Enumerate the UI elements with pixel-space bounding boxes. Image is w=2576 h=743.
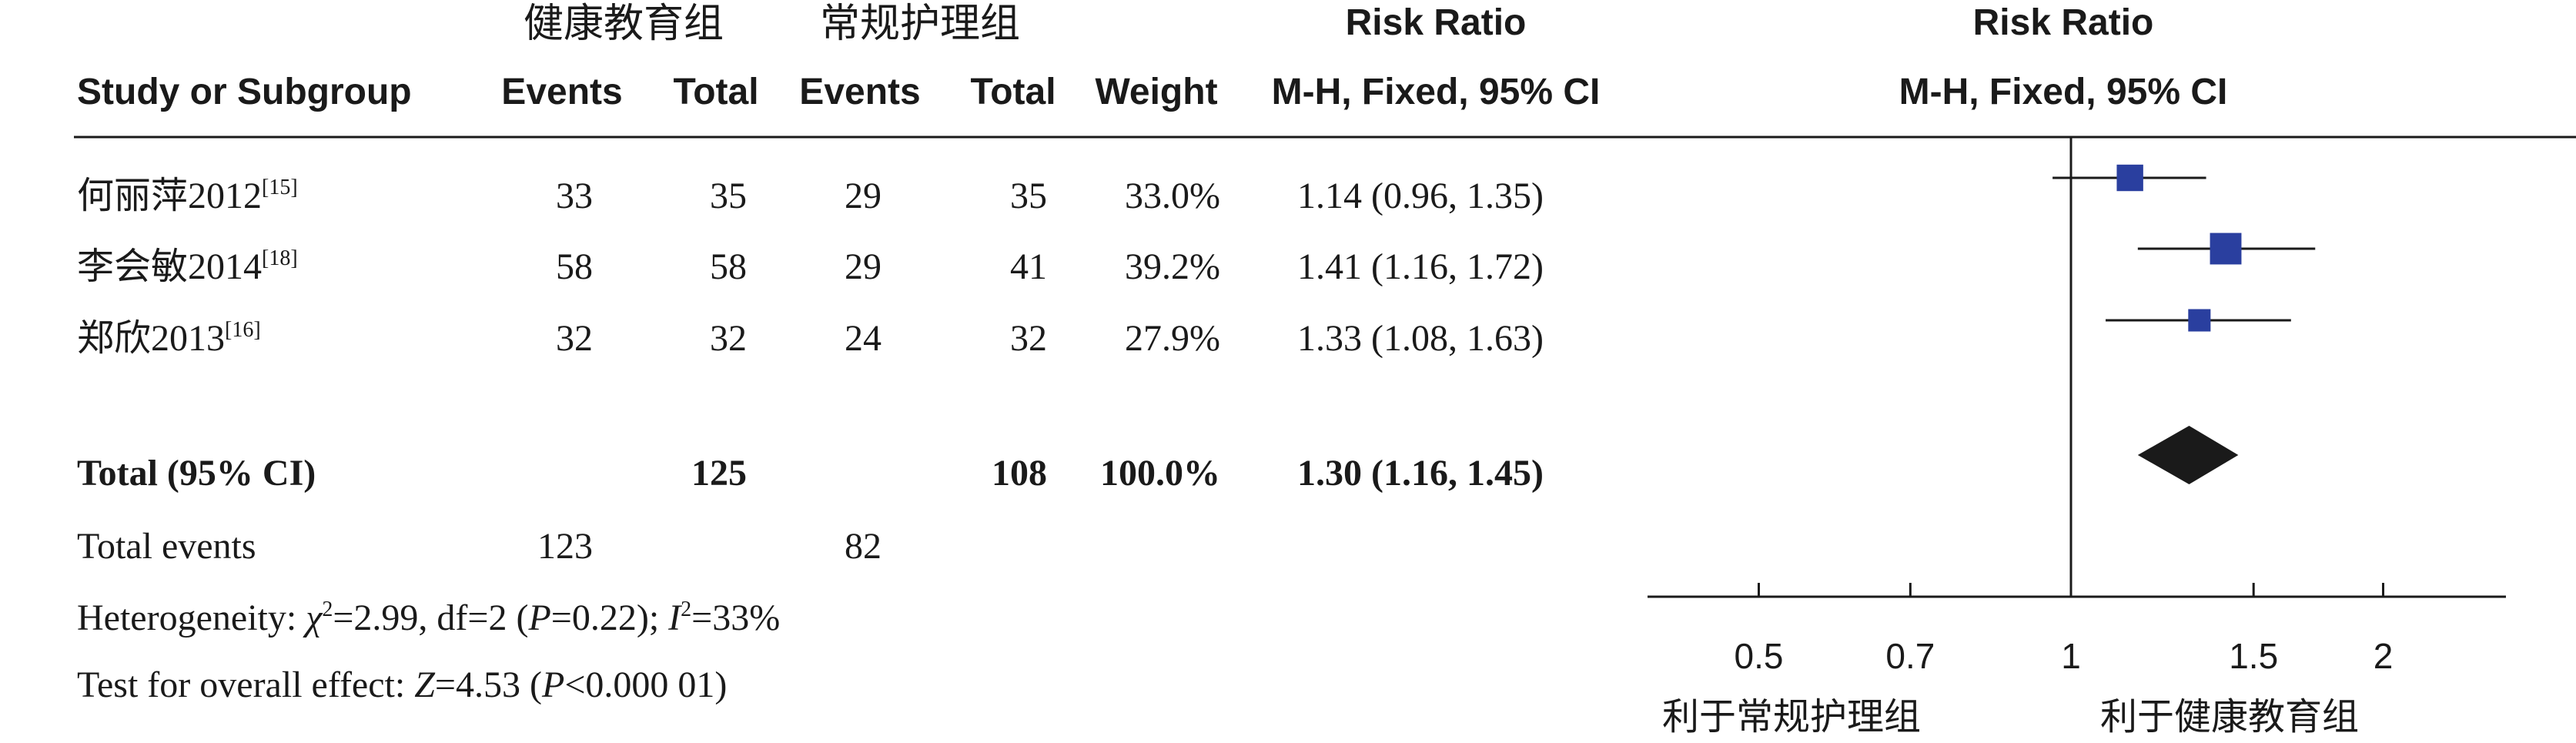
pooled-effect-diamond xyxy=(2137,426,2239,484)
total-control-header: Total xyxy=(970,72,1055,112)
x-tick-label: 0.5 xyxy=(1735,636,1784,676)
study-row: 郑欣2013[16] 32 32 24 32 27.9% 1.33 (1.08,… xyxy=(77,318,1544,359)
study-effect-square xyxy=(2188,309,2211,332)
total-control-cell: 32 xyxy=(1010,318,1047,359)
study-row: 何丽萍2012[15] 33 35 29 35 33.0% 1.14 (0.96… xyxy=(77,176,1544,216)
events-control-cell: 29 xyxy=(845,246,882,287)
study-effect-square xyxy=(2210,233,2242,265)
favours-right-label: 利于健康教育组 xyxy=(2100,695,2359,738)
study-name: 郑欣2013[16] xyxy=(77,318,261,359)
total-treatment-cell: 32 xyxy=(710,318,747,359)
ci-cell: 1.41 (1.16, 1.72) xyxy=(1297,246,1544,287)
total-events-treatment: 123 xyxy=(537,526,593,567)
total-treatment-header: Total xyxy=(673,72,758,112)
x-axis-ticks: 0.5 0.7 1 1.5 2 xyxy=(1735,583,2394,676)
weight-cell: 39.2% xyxy=(1125,246,1220,287)
risk-ratio-header-table: Risk Ratio xyxy=(1346,2,1527,43)
weight-header: Weight xyxy=(1095,72,1217,112)
events-control-header: Events xyxy=(799,72,920,112)
x-tick-label: 0.7 xyxy=(1885,636,1935,676)
events-treatment-cell: 58 xyxy=(556,246,593,287)
x-tick-label: 1.5 xyxy=(2229,636,2278,676)
total-weight: 100.0% xyxy=(1100,453,1220,494)
total-ci: 1.30 (1.16, 1.45) xyxy=(1297,453,1544,494)
total-treatment-cell: 58 xyxy=(710,246,747,287)
events-treatment-header: Events xyxy=(501,72,622,112)
events-control-cell: 24 xyxy=(845,318,882,359)
study-effect-square xyxy=(2116,164,2143,192)
weight-cell: 27.9% xyxy=(1125,318,1220,359)
total-treatment-sum: 125 xyxy=(691,453,747,494)
study-column-header: Study or Subgroup xyxy=(77,72,412,112)
total-events-row: Total events 123 82 xyxy=(77,526,882,567)
x-tick-label: 1 xyxy=(2061,636,2081,676)
total-treatment-cell: 35 xyxy=(710,176,747,216)
study-row: 李会敏2014[18] 58 58 29 41 39.2% 1.41 (1.16… xyxy=(77,246,1544,287)
favours-left-label: 利于常规护理组 xyxy=(1662,695,1921,738)
total-events-label: Total events xyxy=(77,526,256,567)
ci-cell: 1.14 (0.96, 1.35) xyxy=(1297,176,1544,216)
weight-cell: 33.0% xyxy=(1125,176,1220,216)
overall-effect-text: Test for overall effect: Z=4.53 (P<0.000… xyxy=(77,664,727,705)
total-control-cell: 41 xyxy=(1010,246,1047,287)
total-events-control: 82 xyxy=(845,526,882,567)
method-header-plot: M-H, Fixed, 95% CI xyxy=(1899,72,2228,112)
forest-marks xyxy=(2052,164,2316,484)
heterogeneity-text: Heterogeneity: χ2=2.99, df=2 (P=0.22); I… xyxy=(77,597,780,638)
total-label: Total (95% CI) xyxy=(77,453,316,494)
study-name: 李会敏2014[18] xyxy=(77,246,298,287)
events-control-cell: 29 xyxy=(845,176,882,216)
x-tick-label: 2 xyxy=(2374,636,2394,676)
total-row: Total (95% CI) 125 108 100.0% 1.30 (1.16… xyxy=(77,453,1544,494)
study-name: 何丽萍2012[15] xyxy=(77,176,298,216)
method-header-table: M-H, Fixed, 95% CI xyxy=(1272,72,1601,112)
events-treatment-cell: 33 xyxy=(556,176,593,216)
events-treatment-cell: 32 xyxy=(556,318,593,359)
total-control-cell: 35 xyxy=(1010,176,1047,216)
total-control-sum: 108 xyxy=(992,453,1047,494)
ci-cell: 1.33 (1.08, 1.63) xyxy=(1297,318,1544,359)
group-control-header: 常规护理组 xyxy=(820,1,1020,47)
risk-ratio-header-plot: Risk Ratio xyxy=(1973,2,2154,43)
group-treatment-header: 健康教育组 xyxy=(524,1,724,47)
